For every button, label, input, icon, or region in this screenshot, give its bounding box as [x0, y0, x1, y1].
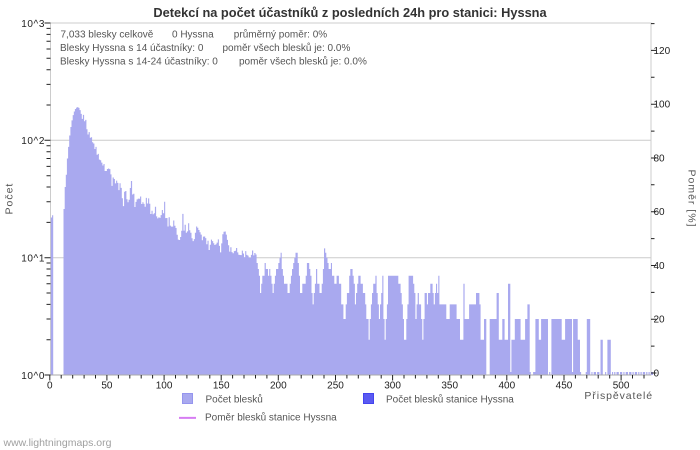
svg-text:450: 450: [556, 380, 573, 391]
svg-text:60: 60: [654, 207, 666, 218]
svg-text:350: 350: [441, 380, 458, 391]
svg-text:poměr všech blesků je: 0.0%: poměr všech blesků je: 0.0%: [223, 42, 351, 54]
svg-text:Poměr [%]: Poměr [%]: [686, 169, 698, 227]
svg-text:20: 20: [654, 315, 666, 326]
svg-text:10^1: 10^1: [21, 254, 45, 265]
svg-text:500: 500: [613, 380, 630, 391]
svg-text:40: 40: [654, 261, 666, 272]
svg-text:400: 400: [498, 380, 515, 391]
svg-text:Počet: Počet: [4, 183, 16, 215]
svg-text:100: 100: [156, 380, 173, 391]
svg-text:Poměr blesků stanice Hyssna: Poměr blesků stanice Hyssna: [205, 412, 337, 424]
svg-text:Blesky Hyssna s 14-24 účastník: Blesky Hyssna s 14-24 účastníky: 0: [60, 56, 218, 67]
svg-text:poměr všech blesků je: 0.0%: poměr všech blesků je: 0.0%: [239, 55, 367, 67]
svg-text:100: 100: [654, 100, 671, 111]
svg-text:10^0: 10^0: [21, 371, 45, 382]
svg-text:50: 50: [101, 380, 113, 391]
svg-text:80: 80: [654, 154, 666, 165]
svg-text:120: 120: [654, 46, 671, 57]
svg-text:10^3: 10^3: [21, 19, 45, 30]
svg-text:Přispěvatelé: Přispěvatelé: [584, 390, 653, 402]
svg-text:0: 0: [47, 380, 53, 391]
svg-text:Detekcí na počet účastníků z p: Detekcí na počet účastníků z posledních …: [153, 5, 547, 20]
svg-text:Počet blesků stanice Hyssna: Počet blesků stanice Hyssna: [386, 394, 514, 406]
svg-text:10^2: 10^2: [21, 136, 45, 147]
svg-text:Počet blesků: Počet blesků: [206, 394, 263, 406]
svg-text:250: 250: [327, 380, 344, 391]
svg-text:150: 150: [213, 380, 230, 391]
svg-text:7,033 blesky celkově: 7,033 blesky celkově: [61, 30, 154, 41]
svg-text:Blesky Hyssna s 14 účastníky:: Blesky Hyssna s 14 účastníky: 0: [60, 43, 204, 54]
svg-text:300: 300: [384, 380, 401, 391]
svg-text:0 Hyssna: 0 Hyssna: [172, 30, 214, 41]
svg-text:0: 0: [654, 369, 660, 380]
svg-text:200: 200: [270, 380, 287, 391]
svg-text:průměrný poměr: 0%: průměrný poměr: 0%: [234, 29, 327, 41]
svg-text:www.lightningmaps.org: www.lightningmaps.org: [3, 437, 112, 449]
